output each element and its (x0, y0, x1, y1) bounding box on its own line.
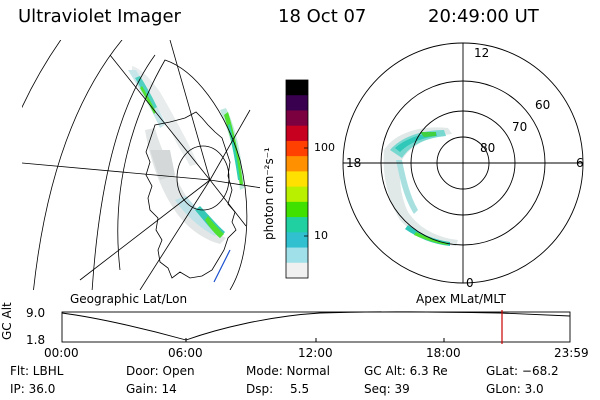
colorbar-unit-label: photon cm⁻²s⁻¹ (262, 147, 276, 240)
info-gc-alt: GC Alt: 6.3 Re (364, 364, 448, 378)
colorbar-tick-100: 100 (314, 141, 335, 154)
alt-ytick-1-8: 1.8 (26, 333, 46, 347)
colorbar-segment (286, 110, 308, 127)
left-aurora-image (128, 66, 244, 244)
info-ip: IP: 36.0 (10, 382, 56, 396)
info-gain: Gain: 14 (126, 382, 177, 396)
time-label: 20:49:00 UT (428, 6, 539, 27)
colorbar-segment (286, 232, 308, 249)
alt-xtick-0600: 06:00 (168, 346, 203, 360)
mlt-label-0: 0 (466, 276, 474, 290)
lat-label-60: 60 (535, 98, 551, 112)
mlt-label-6: 6 (576, 156, 584, 170)
alt-ylabel: GC Alt (0, 302, 14, 340)
info-dsp-value: 5.5 (290, 382, 310, 396)
mlt-label-18: 18 (346, 156, 362, 170)
colorbar-segment (286, 171, 308, 188)
colorbar-segment (286, 186, 308, 203)
colorbar-tick-10: 10 (314, 229, 328, 242)
colorbar-segment (286, 247, 308, 264)
mlt-label-12: 12 (474, 46, 490, 60)
colorbar-segment (286, 125, 308, 142)
colorbar-segment (286, 217, 308, 233)
info-mode: Mode: Normal (246, 364, 330, 378)
colorbar (286, 80, 308, 279)
geographic-map (22, 40, 260, 290)
colorbar-segment (286, 80, 308, 96)
colorbar-segment (286, 140, 308, 157)
date-label: 18 Oct 07 (278, 6, 367, 27)
alt-xtick-2359: 23:59 (554, 346, 589, 360)
colorbar-segment (286, 201, 308, 218)
alt-xtick-0000: 00:00 (44, 346, 79, 360)
polar-aurora-image (383, 127, 458, 246)
alt-ytick-9: 9.0 (26, 306, 46, 320)
info-flt: Flt: LBHL (10, 364, 64, 378)
colorbar-segment (286, 156, 308, 172)
alt-xtick-1200: 12:00 (298, 346, 333, 360)
geographic-caption: Geographic Lat/Lon (70, 292, 188, 306)
info-glat: GLat: −68.2 (486, 364, 559, 378)
info-seq: Seq: 39 (364, 382, 410, 396)
instrument-title: Ultraviolet Imager (18, 6, 181, 27)
info-dsp-label: Dsp: (246, 382, 274, 396)
polar-caption: Apex MLat/MLT (416, 292, 506, 306)
colorbar-segment (286, 262, 308, 279)
colorbar-segment (286, 95, 308, 111)
info-glon: GLon: 3.0 (486, 382, 544, 396)
info-door: Door: Open (126, 364, 195, 378)
polar-plot (342, 42, 584, 284)
altitude-plot (61, 310, 571, 344)
lat-label-80: 80 (480, 141, 496, 155)
alt-xtick-1800: 18:00 (426, 346, 461, 360)
lat-label-70: 70 (512, 120, 528, 134)
